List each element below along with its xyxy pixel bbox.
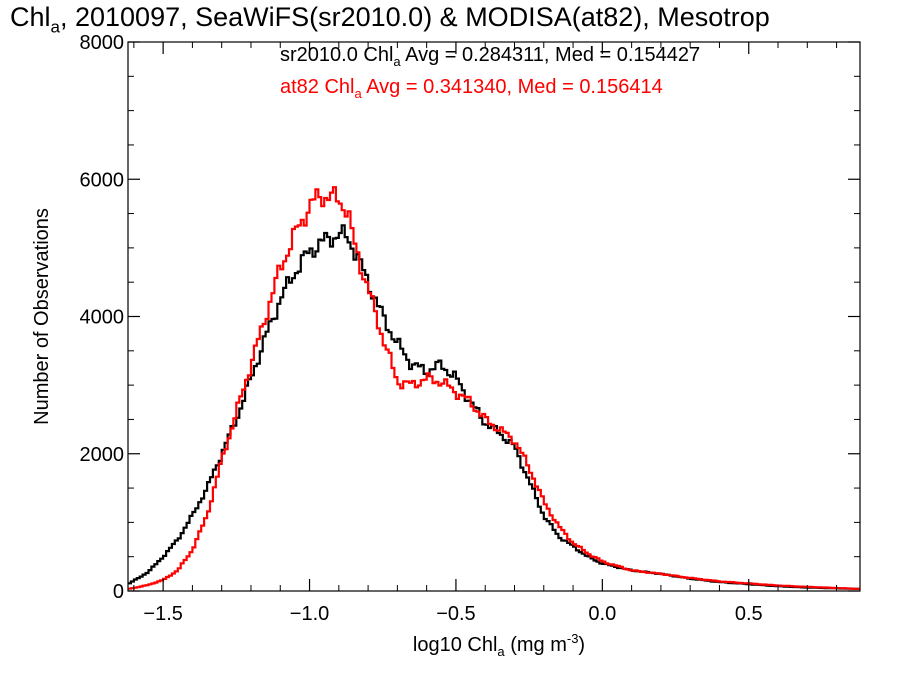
title-main: Chl	[10, 2, 51, 32]
series-layer	[128, 186, 860, 590]
title-rest: , 2010097, SeaWiFS(sr2010.0) & MODISA(at…	[59, 2, 770, 32]
annotation-sr2010-sub: a	[393, 54, 401, 69]
series-line-sr2010.0	[128, 224, 860, 590]
series-line-at82	[128, 186, 860, 590]
x-tick-label: −0.5	[436, 603, 475, 625]
annotation-sr2010: sr2010.0 Chla Avg = 0.284311, Med = 0.15…	[280, 44, 700, 69]
annotation-at82-sub: a	[354, 86, 362, 101]
x-tick-label: 0.5	[735, 603, 763, 625]
chart-title: Chla, 2010097, SeaWiFS(sr2010.0) & MODIS…	[10, 2, 900, 37]
x-tick-label: 0.0	[588, 603, 616, 625]
y-tick-label: 8000	[80, 32, 125, 54]
axis-layer: −1.5 −1.0 −0.5 0.0 0.5 0 2000 4000 6000 8000	[80, 32, 860, 625]
plot-frame	[127, 41, 861, 592]
x-tick-label: −1.0	[290, 603, 329, 625]
annotation-at82-rest: Avg = 0.341340, Med = 0.156414	[361, 76, 663, 98]
y-tick-label: 4000	[80, 307, 125, 329]
y-tick-label: 6000	[80, 169, 125, 191]
annotation-sr2010-rest: Avg = 0.284311, Med = 0.154427	[400, 44, 701, 66]
x-tick-label: −1.5	[143, 603, 182, 625]
annotation-sr2010-main: sr2010.0 Chl	[280, 44, 394, 66]
annotation-at82: at82 Chla Avg = 0.341340, Med = 0.156414	[280, 76, 663, 101]
x-axis-label: log10 Chla (mg m-3)	[413, 631, 585, 659]
y-tick-label: 2000	[80, 444, 125, 466]
title-subscript: a	[50, 17, 60, 37]
y-tick-label: 0	[113, 581, 124, 603]
annotation-at82-main: at82 Chl	[280, 76, 355, 98]
y-axis-label: Number of Observations	[31, 208, 53, 425]
